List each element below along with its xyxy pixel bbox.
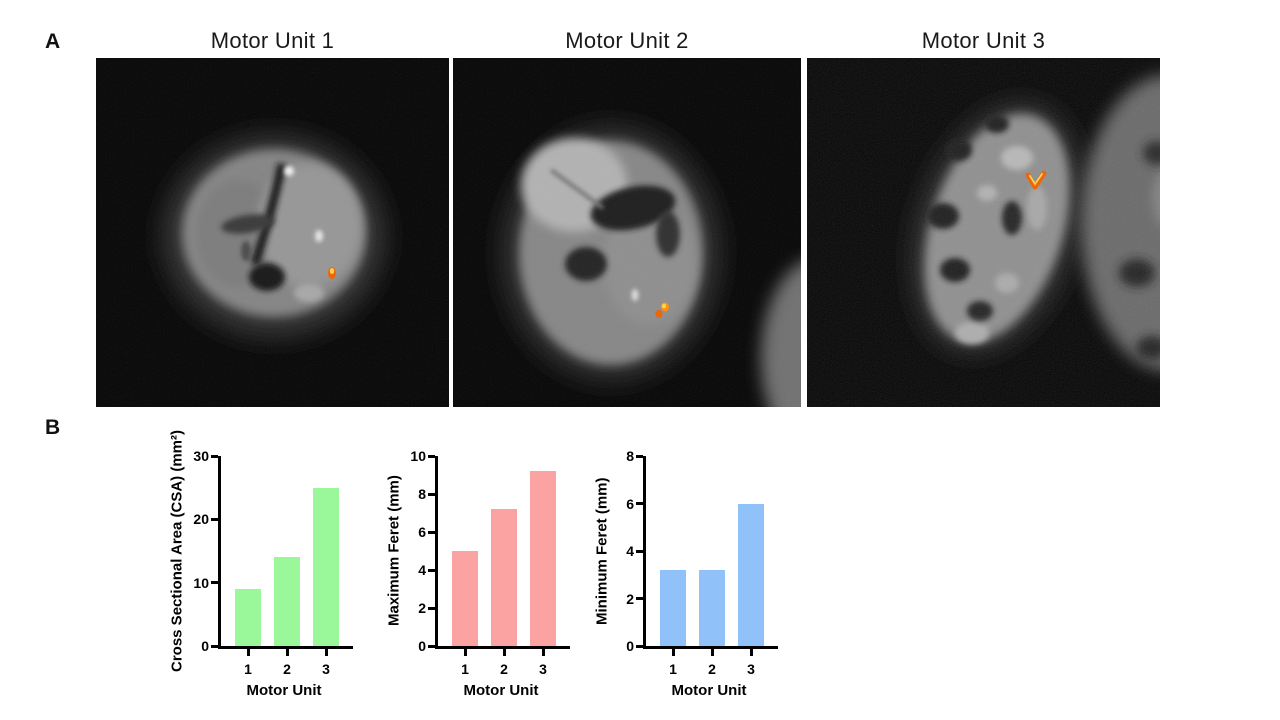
bar-motor-unit-2 bbox=[491, 509, 517, 646]
y-axis-tick bbox=[428, 606, 435, 610]
x-axis-category-label: 3 bbox=[322, 661, 330, 677]
bar-motor-unit-3 bbox=[738, 503, 764, 646]
bar-motor-unit-1 bbox=[235, 589, 261, 646]
film-grain-overlay bbox=[453, 58, 801, 407]
x-axis-tick bbox=[541, 649, 545, 656]
x-axis-tick bbox=[324, 649, 328, 656]
y-axis-tick-label: 0 bbox=[626, 638, 634, 654]
x-axis-tick bbox=[502, 649, 506, 656]
y-axis-tick bbox=[428, 568, 435, 572]
y-axis-tick bbox=[428, 644, 435, 648]
y-axis-tick bbox=[211, 581, 218, 585]
y-axis-tick-label: 20 bbox=[193, 511, 209, 528]
x-axis-tick bbox=[285, 649, 289, 656]
y-axis-tick bbox=[636, 597, 643, 600]
x-axis-category-label: 3 bbox=[539, 661, 547, 677]
bar-motor-unit-2 bbox=[699, 570, 725, 646]
y-axis-tick bbox=[211, 644, 218, 648]
y-axis-tick-label: 8 bbox=[418, 486, 426, 502]
y-axis-tick bbox=[428, 530, 435, 534]
y-axis-tick-label: 10 bbox=[410, 448, 426, 464]
csa-chart-plot-area: 0 10 20 30 1 2 3 bbox=[193, 448, 353, 677]
y-axis-tick-label: 2 bbox=[626, 590, 634, 607]
mri-title-motor-unit-2: Motor Unit 2 bbox=[565, 28, 689, 53]
bar-motor-unit-3 bbox=[530, 471, 556, 646]
mri-scan-motor-unit-2 bbox=[453, 58, 801, 407]
min-feret-chart-plot-area: 0 2 4 6 8 1 2 3 bbox=[626, 448, 778, 677]
mri-scan-motor-unit-1 bbox=[96, 58, 449, 407]
y-axis-tick bbox=[636, 549, 643, 553]
y-axis-tick bbox=[211, 454, 218, 458]
x-axis-tick bbox=[246, 649, 250, 656]
y-axis-tick bbox=[636, 644, 643, 648]
y-axis-tick bbox=[636, 454, 643, 458]
y-axis-tick-label: 4 bbox=[418, 562, 426, 578]
csa-chart-x-axis-label: Motor Unit bbox=[246, 682, 322, 699]
film-grain-overlay bbox=[96, 58, 449, 407]
x-axis-tick bbox=[749, 649, 753, 656]
mri-scan-motor-unit-3 bbox=[807, 58, 1160, 407]
panel-b-label: B bbox=[45, 416, 61, 439]
max-feret-bar-chart: Maximum Feret (mm) 0 2 4 6 8 10 1 2 3 Motor Unit bbox=[367, 448, 607, 716]
y-axis-tick-label: 6 bbox=[418, 524, 426, 540]
y-axis-tick-label: 30 bbox=[193, 448, 209, 464]
y-axis-tick bbox=[428, 454, 435, 458]
x-axis-category-label: 1 bbox=[461, 661, 469, 677]
x-axis-category-label: 2 bbox=[283, 661, 291, 677]
bar-motor-unit-1 bbox=[452, 551, 478, 646]
y-axis-tick bbox=[428, 492, 435, 496]
mri-title-motor-unit-3: Motor Unit 3 bbox=[921, 28, 1046, 53]
x-axis-tick bbox=[463, 649, 467, 656]
y-axis-tick bbox=[636, 502, 643, 505]
x-axis-category-label: 1 bbox=[244, 661, 252, 677]
y-axis-tick bbox=[211, 517, 218, 521]
y-axis-tick-label: 10 bbox=[193, 574, 209, 591]
y-axis-tick-label: 4 bbox=[626, 543, 634, 559]
x-axis-category-label: 3 bbox=[747, 661, 755, 677]
y-axis-tick-label: 0 bbox=[201, 638, 209, 654]
x-axis-category-label: 2 bbox=[708, 661, 716, 677]
y-axis-tick-label: 0 bbox=[418, 638, 426, 654]
x-axis-category-label: 2 bbox=[500, 661, 508, 677]
bar-motor-unit-2 bbox=[274, 557, 300, 646]
min-feret-chart-x-axis-label: Motor Unit bbox=[671, 682, 747, 699]
max-feret-chart-x-axis-label: Motor Unit bbox=[463, 682, 539, 699]
panel-a-label: A bbox=[45, 30, 61, 53]
y-axis-tick-label: 2 bbox=[418, 600, 426, 616]
film-grain-overlay bbox=[807, 58, 1160, 407]
bar-motor-unit-1 bbox=[660, 570, 686, 646]
x-axis-category-label: 1 bbox=[669, 661, 677, 677]
y-axis-tick-label: 6 bbox=[626, 495, 634, 512]
csa-bar-chart: Cross Sectional Area (CSA) (mm²) 0 10 20 30… bbox=[150, 430, 390, 716]
x-axis-tick bbox=[671, 649, 675, 656]
mri-title-motor-unit-1: Motor Unit 1 bbox=[210, 28, 335, 53]
y-axis-tick-label: 8 bbox=[626, 448, 634, 464]
x-axis-tick bbox=[710, 649, 714, 656]
bar-motor-unit-3 bbox=[313, 487, 339, 646]
max-feret-chart-plot-area: 0 2 4 6 8 10 1 2 3 bbox=[410, 448, 570, 677]
